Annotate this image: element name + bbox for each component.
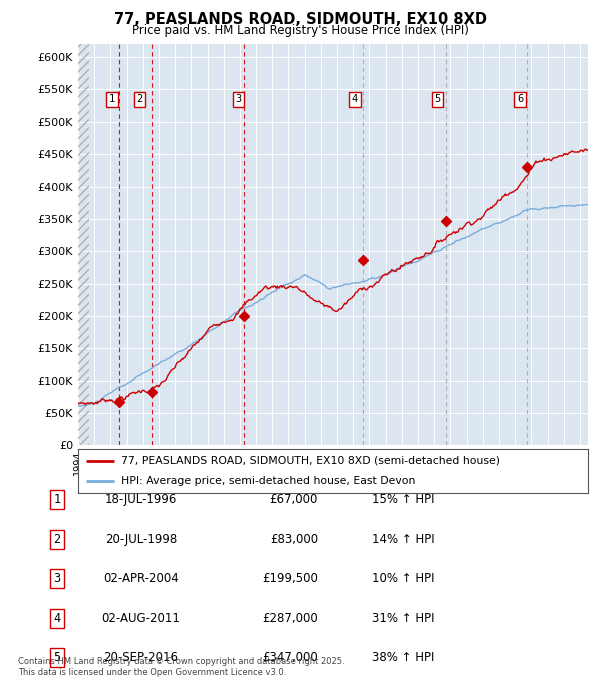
Text: 3: 3 <box>235 95 241 104</box>
Text: £199,500: £199,500 <box>262 572 318 585</box>
Text: 2: 2 <box>53 532 61 546</box>
Text: £67,000: £67,000 <box>269 493 318 507</box>
Text: 5: 5 <box>434 95 440 104</box>
Text: 14% ↑ HPI: 14% ↑ HPI <box>372 532 434 546</box>
Text: Price paid vs. HM Land Registry's House Price Index (HPI): Price paid vs. HM Land Registry's House … <box>131 24 469 37</box>
Text: 20-SEP-2016: 20-SEP-2016 <box>104 651 179 664</box>
Text: 10% ↑ HPI: 10% ↑ HPI <box>372 572 434 585</box>
Text: 2: 2 <box>136 95 143 104</box>
Text: 1: 1 <box>53 493 61 507</box>
Text: Contains HM Land Registry data © Crown copyright and database right 2025.
This d: Contains HM Land Registry data © Crown c… <box>18 657 344 677</box>
Text: 3: 3 <box>53 572 61 585</box>
Text: 38% ↑ HPI: 38% ↑ HPI <box>372 651 434 664</box>
Text: 20-JUL-1998: 20-JUL-1998 <box>105 532 177 546</box>
Text: HPI: Average price, semi-detached house, East Devon: HPI: Average price, semi-detached house,… <box>121 476 416 486</box>
Text: 77, PEASLANDS ROAD, SIDMOUTH, EX10 8XD: 77, PEASLANDS ROAD, SIDMOUTH, EX10 8XD <box>113 12 487 27</box>
Text: £347,000: £347,000 <box>262 651 318 664</box>
Text: 18-JUL-1996: 18-JUL-1996 <box>105 493 177 507</box>
Text: 77, PEASLANDS ROAD, SIDMOUTH, EX10 8XD (semi-detached house): 77, PEASLANDS ROAD, SIDMOUTH, EX10 8XD (… <box>121 456 500 466</box>
Text: 4: 4 <box>352 95 358 104</box>
Text: £287,000: £287,000 <box>262 611 318 625</box>
Text: £83,000: £83,000 <box>270 532 318 546</box>
Text: 02-APR-2004: 02-APR-2004 <box>103 572 179 585</box>
Text: 5: 5 <box>53 651 61 664</box>
Text: 31% ↑ HPI: 31% ↑ HPI <box>372 611 434 625</box>
Text: 02-AUG-2011: 02-AUG-2011 <box>101 611 181 625</box>
Text: 1: 1 <box>109 95 115 104</box>
Text: 15% ↑ HPI: 15% ↑ HPI <box>372 493 434 507</box>
Text: 6: 6 <box>517 95 523 104</box>
Text: 4: 4 <box>53 611 61 625</box>
